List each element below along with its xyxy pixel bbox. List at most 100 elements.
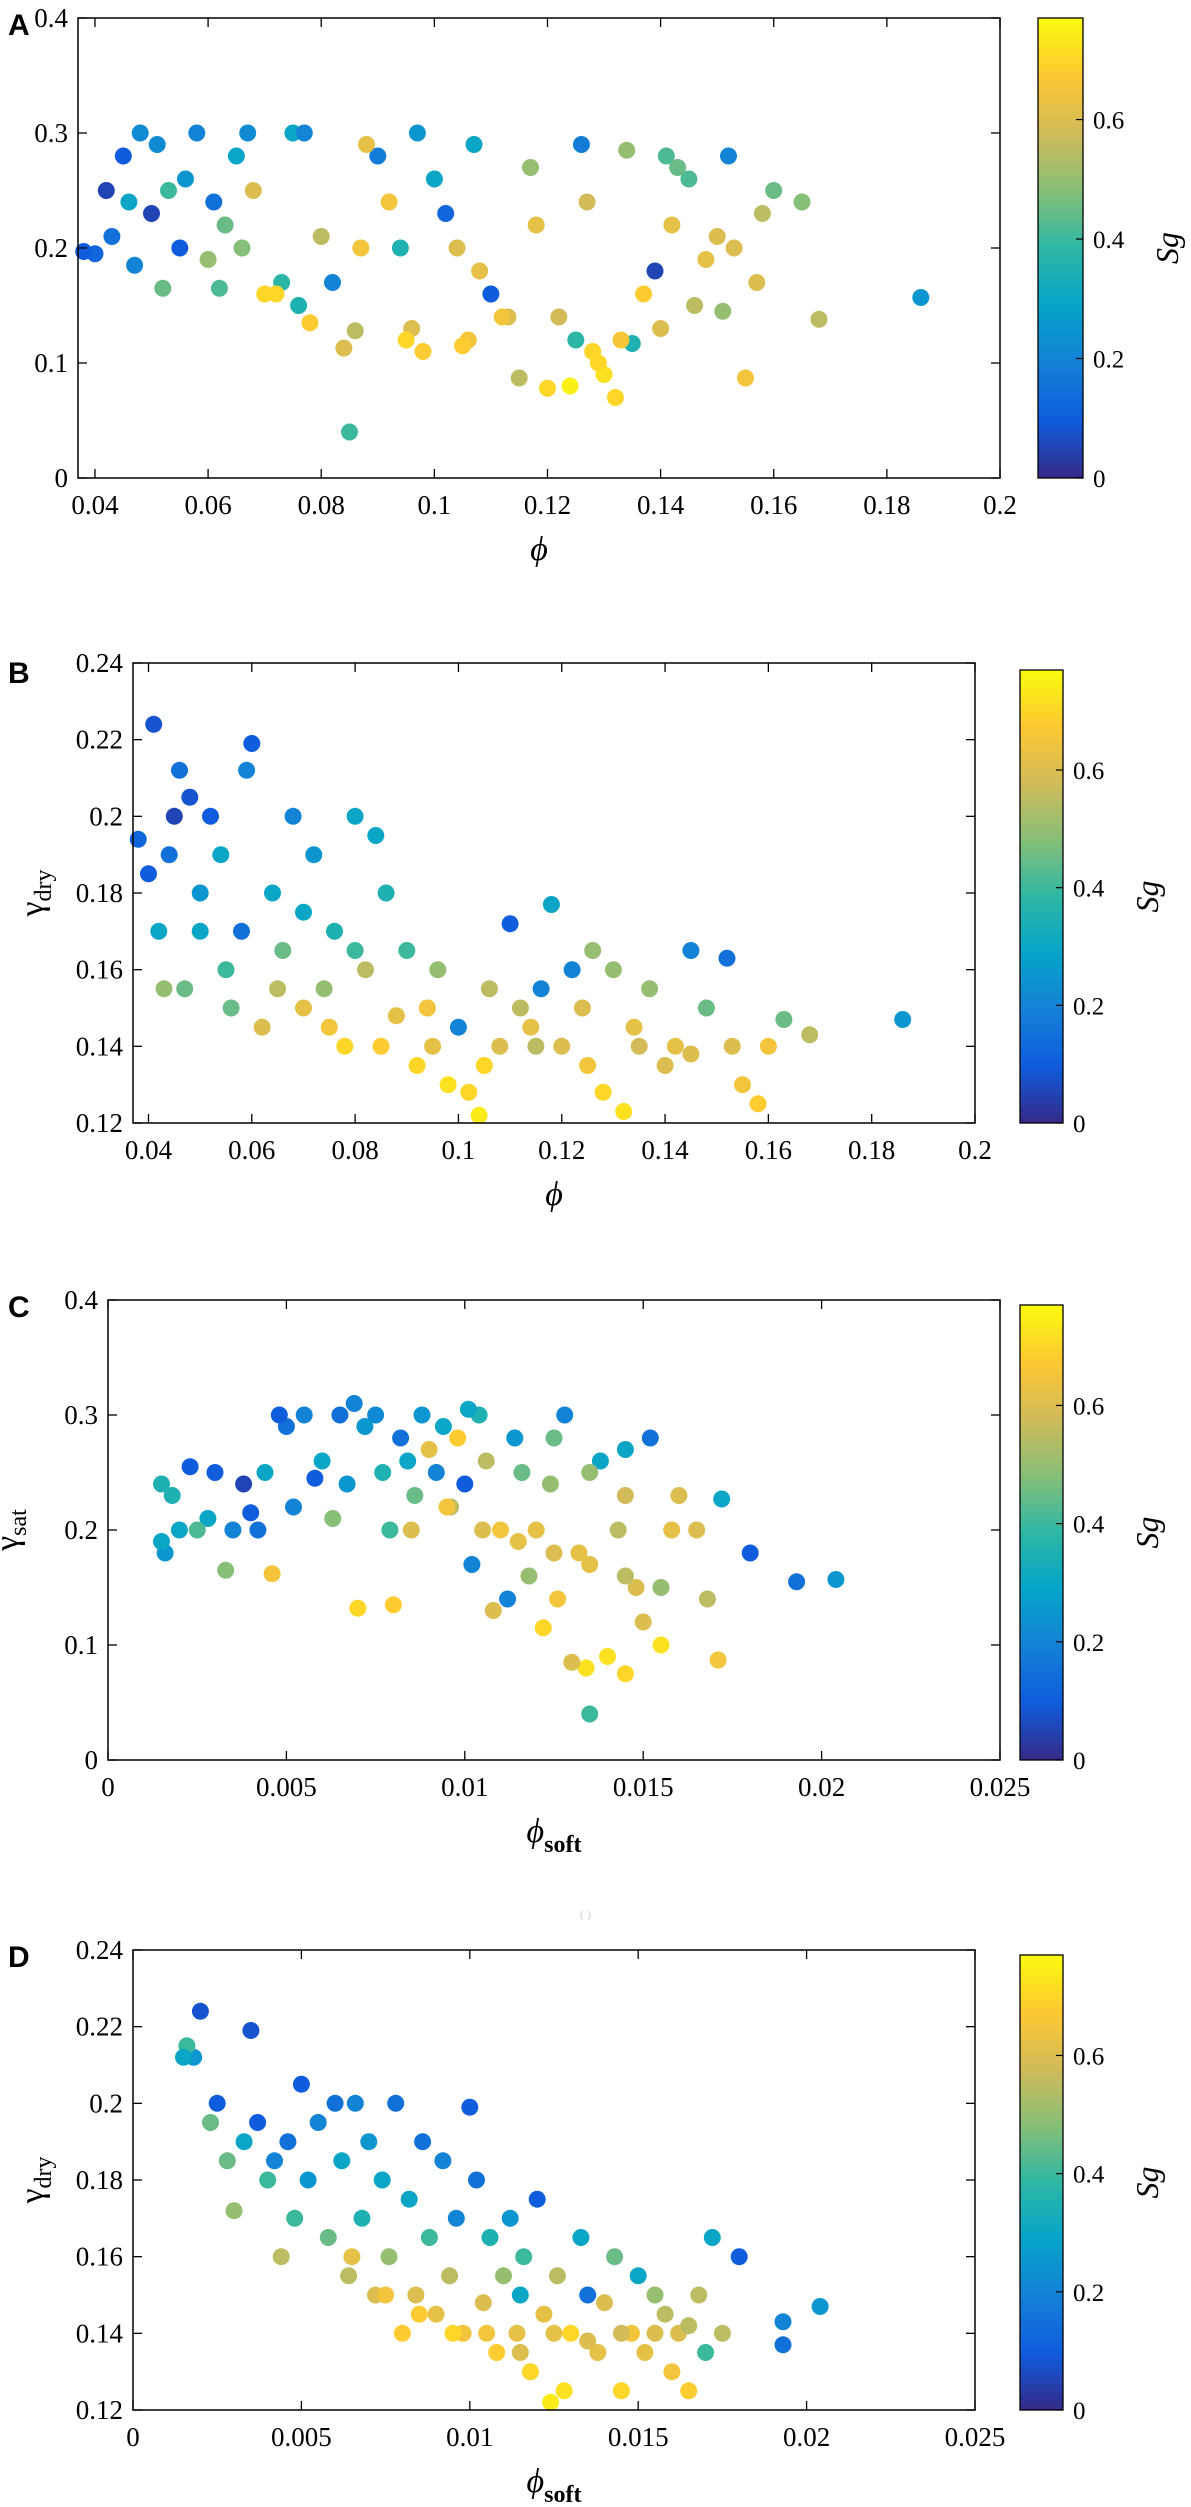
y-tick-label: 0.4 — [34, 3, 68, 33]
scatter-point — [682, 1045, 700, 1063]
scatter-point — [567, 331, 585, 349]
scatter-point — [573, 999, 591, 1017]
scatter-point — [343, 2248, 361, 2266]
x-tick-label: 0.025 — [945, 2422, 1006, 2452]
scatter-point — [177, 170, 194, 188]
scatter-point — [349, 1599, 367, 1617]
y-tick-label: 0.2 — [64, 1515, 98, 1545]
scatter-point — [131, 124, 149, 142]
scatter-point — [589, 2344, 607, 2361]
scatter-point — [521, 2363, 539, 2381]
scatter-point — [579, 2286, 597, 2304]
scatter-point — [274, 942, 292, 959]
scatter-point — [264, 884, 281, 902]
scatter-point — [249, 1521, 267, 1539]
scatter-point — [143, 205, 160, 222]
scatter-point — [562, 2324, 580, 2342]
scatter-point — [408, 1057, 426, 1074]
scatter-point — [480, 980, 498, 998]
x-tick-label: 0.16 — [750, 490, 797, 520]
panel-letter: C — [8, 1291, 30, 1324]
scatter-point — [267, 285, 285, 303]
scatter-point — [305, 846, 323, 864]
scatter-point — [589, 354, 607, 372]
y-tick-label: 0.1 — [34, 348, 68, 378]
scatter-point — [414, 2133, 432, 2151]
scatter-point — [563, 1653, 581, 1671]
scatter-point — [326, 922, 343, 940]
scatter-point — [482, 285, 500, 303]
scatter-point — [894, 1011, 912, 1028]
scatter-point — [572, 136, 590, 153]
scatter-point — [269, 980, 287, 998]
scatter-point — [477, 1452, 495, 1470]
scatter-point — [641, 980, 659, 998]
scatter-point — [545, 1544, 563, 1562]
scatter-point — [380, 2248, 398, 2266]
scatter-point — [263, 1565, 281, 1583]
scatter-point — [509, 1533, 527, 1550]
scatter-point — [708, 228, 726, 245]
scatter-point — [424, 1037, 442, 1055]
scatter-point — [295, 903, 312, 921]
x-tick-label: 0.08 — [298, 490, 345, 520]
scatter-point — [140, 865, 157, 883]
colorbar-label: Sg — [1149, 232, 1185, 264]
colorbar-tick-label: 0.4 — [1073, 2162, 1105, 2189]
scatter-point — [703, 2229, 721, 2246]
scatter-point — [103, 228, 121, 245]
scatter-points — [75, 124, 930, 441]
scatter-point — [155, 980, 173, 998]
y-tick-label: 0.22 — [76, 2012, 123, 2042]
scatter-point — [188, 1521, 206, 1539]
panel-b: B 0.04 0.06 0.08 0.1 0.12 0.14 0.16 0.18 0.2 0.12 0… — [8, 648, 1165, 1213]
scatter-point — [372, 1037, 390, 1055]
scatter-point — [406, 1487, 424, 1504]
scatter-point — [346, 807, 364, 825]
scatter-point — [697, 251, 715, 268]
scatter-point — [75, 243, 93, 260]
y-tick-label: 0.2 — [89, 801, 123, 831]
scatter-point — [205, 193, 223, 211]
scatter-point — [641, 1429, 659, 1447]
scatter-point — [615, 1103, 633, 1120]
scatter-point — [688, 1521, 706, 1539]
y-tick-label: 0 — [85, 1745, 99, 1775]
scatter-point — [737, 369, 754, 387]
scatter-point — [510, 369, 528, 387]
scatter-point — [793, 193, 811, 211]
x-tick-label: 0.02 — [798, 1772, 845, 1802]
scatter-point — [191, 2002, 209, 2020]
y-axis-label: γsat — [0, 227, 2, 270]
scatter-point — [484, 1602, 502, 1619]
y-tick-label: 0.3 — [64, 1400, 98, 1430]
scatter-point — [542, 896, 560, 913]
scatter-point — [244, 182, 262, 199]
scatter-point — [356, 1418, 374, 1435]
scatter-point — [656, 2305, 674, 2323]
scatter-point — [646, 2286, 664, 2304]
scatter-point — [663, 2363, 681, 2381]
scatter-point — [774, 2313, 792, 2331]
scatter-point — [357, 961, 374, 979]
scatter-point — [581, 1464, 599, 1481]
scatter-point — [120, 193, 138, 211]
scatter-point — [408, 124, 426, 142]
scatter-point — [616, 1441, 634, 1458]
scatter-point — [233, 922, 250, 940]
scatter-point — [270, 1406, 288, 1424]
scatter-point — [635, 285, 653, 303]
scatter-point — [148, 136, 166, 153]
scatter-point — [604, 961, 622, 979]
scatter-point — [470, 1106, 488, 1124]
scatter-point — [286, 2209, 304, 2227]
scatter-point — [680, 2382, 698, 2400]
scatter-point — [233, 239, 251, 257]
scatter-point — [235, 1475, 253, 1493]
scatter-point — [384, 1596, 402, 1614]
scatter-point — [225, 2202, 243, 2220]
scatter-point — [723, 1037, 741, 1055]
colorbar-label: Sg — [1129, 1517, 1165, 1549]
y-tick-label: 0.18 — [76, 2165, 123, 2195]
scatter-point — [545, 1429, 563, 1447]
